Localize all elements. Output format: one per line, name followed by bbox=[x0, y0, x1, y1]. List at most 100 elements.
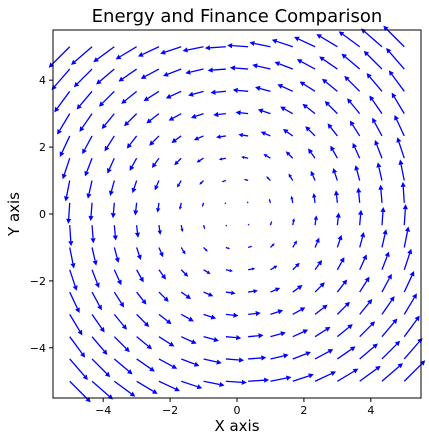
quiver-arrow bbox=[376, 162, 383, 181]
quiver-arrow bbox=[157, 225, 162, 235]
quiver-arrow bbox=[203, 246, 208, 252]
quiver-arrow bbox=[213, 111, 226, 118]
arrow-shaft bbox=[291, 198, 294, 203]
quiver-arrow bbox=[113, 358, 133, 375]
arrow-head bbox=[273, 265, 278, 269]
quiver-arrow bbox=[82, 135, 93, 155]
quiver-arrow bbox=[308, 148, 316, 159]
arrow-shaft bbox=[158, 358, 174, 367]
arrow-shaft bbox=[336, 261, 343, 271]
arrow-head bbox=[283, 353, 289, 359]
quiver-arrow bbox=[118, 68, 138, 82]
quiver-arrow bbox=[199, 180, 205, 185]
quiver-arrow bbox=[403, 271, 415, 293]
arrow-shaft bbox=[91, 358, 108, 375]
arrow-shaft bbox=[225, 380, 242, 383]
quiver-arrow bbox=[292, 351, 311, 360]
arrow-head bbox=[61, 173, 67, 180]
arrow-shaft bbox=[381, 277, 390, 293]
quiver-arrow bbox=[292, 373, 314, 382]
arrow-shaft bbox=[225, 269, 230, 272]
arrow-shaft bbox=[254, 42, 271, 48]
arrow-head bbox=[252, 63, 258, 69]
arrow-head bbox=[180, 228, 184, 233]
arrow-shaft bbox=[403, 231, 409, 248]
arrow-shaft bbox=[336, 326, 350, 338]
arrow-head bbox=[386, 48, 392, 54]
arrow-head bbox=[213, 111, 219, 118]
arrow-head bbox=[335, 212, 341, 218]
arrow-head bbox=[308, 373, 314, 379]
arrow-shaft bbox=[152, 135, 160, 143]
quiver-arrow bbox=[69, 291, 80, 314]
quiver-arrow bbox=[108, 180, 115, 196]
quiver-arrow bbox=[107, 157, 115, 174]
arrow-shaft bbox=[356, 169, 361, 181]
quiver-arrow bbox=[168, 113, 182, 121]
quiver-arrow bbox=[174, 157, 182, 166]
arrow-head bbox=[305, 351, 311, 357]
quiver-arrow bbox=[156, 202, 161, 213]
arrow-shaft bbox=[270, 311, 279, 315]
quiver-arrow bbox=[347, 98, 361, 115]
quiver-arrow bbox=[91, 269, 100, 288]
arrow-head bbox=[356, 187, 362, 193]
arrow-shaft bbox=[69, 336, 83, 355]
arrow-head bbox=[141, 299, 147, 305]
arrow-head bbox=[178, 206, 182, 210]
quiver-arrow bbox=[203, 269, 211, 274]
arrow-head bbox=[84, 170, 90, 177]
quiver-arrow bbox=[249, 40, 271, 48]
quiver-arrow bbox=[84, 157, 93, 177]
arrow-head bbox=[330, 145, 336, 152]
arrow-head bbox=[210, 314, 217, 320]
arrow-shaft bbox=[402, 186, 405, 203]
arrow-head bbox=[392, 318, 398, 324]
quiver-arrow bbox=[359, 232, 366, 248]
quiver-arrow bbox=[182, 46, 204, 53]
quiver-arrow bbox=[288, 173, 294, 181]
arrow-shaft bbox=[336, 283, 345, 293]
quiver-arrow bbox=[359, 321, 376, 338]
arrow-shaft bbox=[113, 336, 127, 349]
arrow-head bbox=[302, 103, 308, 109]
arrow-shaft bbox=[284, 108, 294, 115]
arrow-shaft bbox=[391, 73, 405, 92]
arrow-shaft bbox=[262, 110, 271, 115]
arrow-shaft bbox=[248, 357, 262, 360]
plot-frame bbox=[52, 29, 422, 399]
arrow-shaft bbox=[364, 31, 383, 48]
arrow-head bbox=[268, 198, 271, 201]
arrow-shaft bbox=[102, 90, 115, 104]
arrow-head bbox=[193, 361, 200, 367]
quiver-arrow bbox=[366, 73, 383, 92]
arrow-shaft bbox=[292, 243, 296, 248]
arrow-shaft bbox=[279, 63, 294, 70]
y-tick-label: 0 bbox=[39, 208, 46, 221]
arrow-shaft bbox=[246, 201, 249, 204]
arrow-shaft bbox=[300, 61, 316, 70]
quiver-arrow bbox=[57, 113, 71, 135]
arrow-shaft bbox=[247, 246, 251, 249]
quiver-arrow bbox=[225, 269, 233, 273]
quiver-arrow bbox=[359, 365, 381, 382]
arrow-shaft bbox=[292, 287, 299, 293]
arrow-shaft bbox=[349, 101, 361, 115]
quiver-arrow bbox=[402, 204, 408, 226]
x-tick-label: 2 bbox=[300, 404, 307, 417]
arrow-shaft bbox=[225, 291, 232, 294]
quiver-arrow bbox=[330, 145, 338, 159]
arrow-head bbox=[213, 337, 219, 343]
arrow-head bbox=[232, 87, 238, 93]
arrow-shaft bbox=[136, 291, 144, 302]
arrow-shaft bbox=[91, 380, 110, 397]
arrow-head bbox=[174, 160, 179, 166]
quiver-arrow bbox=[381, 273, 392, 293]
arrow-head bbox=[344, 301, 350, 308]
arrow-shaft bbox=[202, 224, 205, 228]
arrow-shaft bbox=[369, 76, 383, 92]
arrow-shaft bbox=[225, 313, 234, 316]
arrow-shaft bbox=[190, 68, 204, 73]
arrow-shaft bbox=[314, 373, 332, 382]
arrow-head bbox=[248, 223, 250, 225]
